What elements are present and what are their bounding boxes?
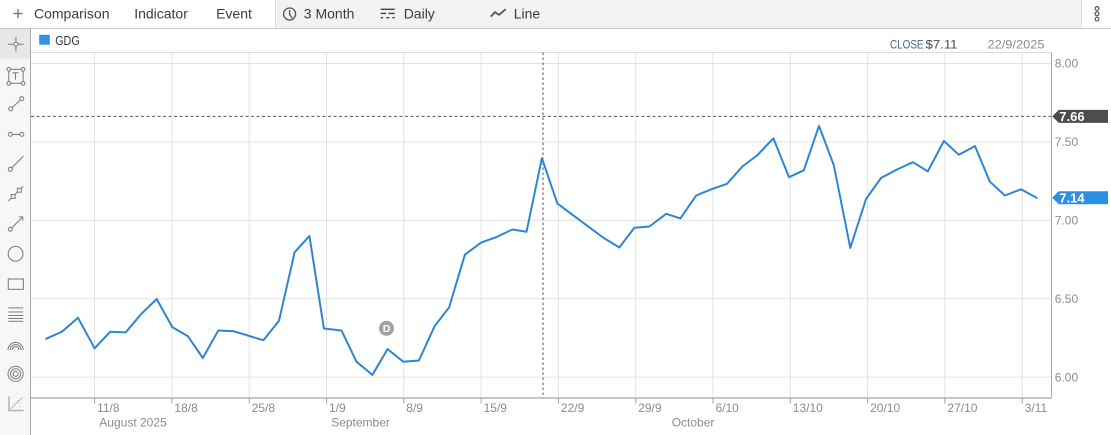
svg-text:October: October [672, 416, 715, 430]
svg-text:6/10: 6/10 [716, 401, 740, 415]
svg-text:Comparison: Comparison [34, 6, 109, 22]
svg-text:18/8: 18/8 [174, 401, 198, 415]
svg-text:August 2025: August 2025 [99, 416, 167, 430]
svg-text:D: D [383, 323, 391, 335]
svg-text:25/8: 25/8 [252, 401, 276, 415]
svg-text:22/9: 22/9 [561, 401, 585, 415]
svg-text:7.66: 7.66 [1059, 109, 1084, 124]
svg-text:GDG: GDG [55, 34, 79, 48]
svg-text:11/8: 11/8 [97, 401, 120, 415]
svg-text:Indicator: Indicator [134, 6, 188, 22]
svg-text:7.00: 7.00 [1055, 214, 1079, 228]
svg-text:8.00: 8.00 [1055, 57, 1079, 71]
svg-text:September: September [331, 416, 390, 430]
svg-text:3 Month: 3 Month [304, 6, 355, 22]
svg-text:20/10: 20/10 [870, 401, 900, 415]
svg-text:6.00: 6.00 [1055, 370, 1079, 384]
svg-text:CLOSE: CLOSE [890, 38, 924, 52]
svg-text:Line: Line [514, 6, 541, 22]
svg-text:3/11: 3/11 [1025, 401, 1048, 415]
svg-text:6.50: 6.50 [1055, 292, 1079, 306]
svg-text:15/9: 15/9 [484, 401, 508, 415]
svg-text:8/9: 8/9 [406, 401, 423, 415]
svg-text:22/9/2025: 22/9/2025 [988, 38, 1045, 52]
svg-text:1/9: 1/9 [329, 401, 346, 415]
svg-text:13/10: 13/10 [793, 401, 823, 415]
svg-text:7.14: 7.14 [1059, 190, 1085, 205]
svg-text:27/10: 27/10 [947, 401, 977, 415]
svg-text:Event: Event [216, 6, 252, 22]
svg-text:29/9: 29/9 [638, 401, 662, 415]
svg-text:$7.11: $7.11 [926, 38, 958, 52]
svg-text:Daily: Daily [404, 6, 435, 22]
svg-text:7.50: 7.50 [1055, 135, 1079, 149]
